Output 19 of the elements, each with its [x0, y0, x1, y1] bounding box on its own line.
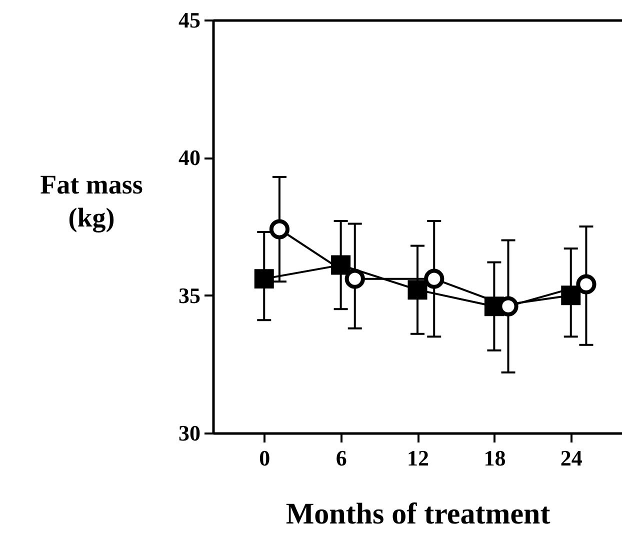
x-tick-label: 12 — [407, 446, 429, 470]
x-tick-label: 18 — [484, 446, 506, 470]
y-tick-label: 40 — [178, 145, 200, 170]
point — [408, 280, 428, 300]
point — [424, 268, 444, 289]
point — [561, 286, 581, 306]
x-tick-label: 0 — [259, 446, 270, 470]
x-tick-label: 24 — [560, 446, 582, 470]
y-tick-label: 45 — [178, 8, 200, 32]
x-tick-label: 6 — [336, 446, 347, 470]
point — [331, 255, 351, 275]
y-axis-title: Fat mass (kg) — [40, 170, 143, 232]
y-tick-label: 35 — [178, 282, 200, 308]
point — [269, 219, 290, 240]
point — [344, 268, 365, 289]
x-axis-title: Months of treatment — [286, 498, 550, 530]
point — [254, 269, 274, 289]
point — [576, 274, 596, 294]
y-tick-label: 30 — [178, 420, 200, 446]
